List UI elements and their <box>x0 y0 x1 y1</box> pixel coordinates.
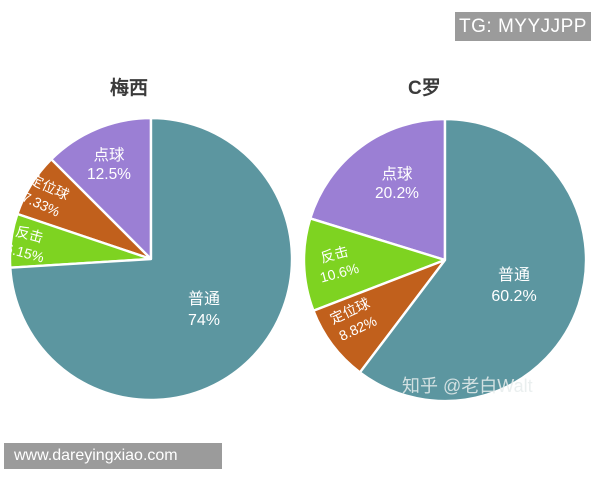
svg-text:74%: 74% <box>188 312 220 329</box>
svg-text:60.2%: 60.2% <box>491 288 536 305</box>
svg-text:点球: 点球 <box>381 165 413 183</box>
svg-text:点球: 点球 <box>93 146 125 164</box>
svg-text:普通: 普通 <box>498 266 530 284</box>
svg-text:普通: 普通 <box>188 290 220 308</box>
svg-text:12.5%: 12.5% <box>87 166 131 183</box>
svg-text:20.2%: 20.2% <box>375 185 419 202</box>
